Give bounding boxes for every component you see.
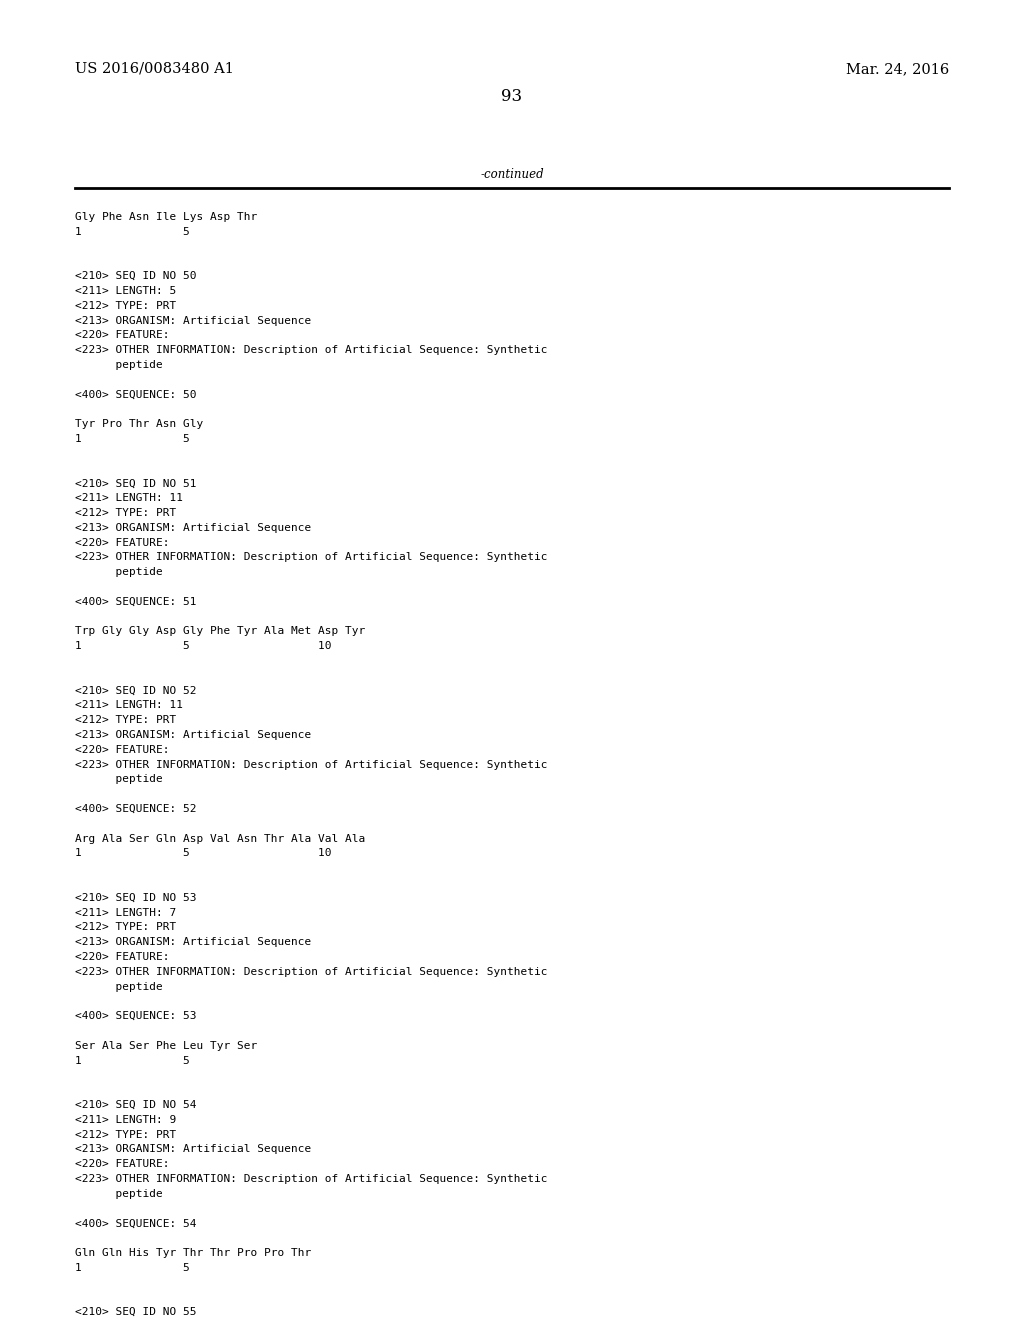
Text: <223> OTHER INFORMATION: Description of Artificial Sequence: Synthetic: <223> OTHER INFORMATION: Description of … (75, 966, 548, 977)
Text: 1               5: 1 5 (75, 1263, 189, 1272)
Text: <212> TYPE: PRT: <212> TYPE: PRT (75, 301, 176, 310)
Text: <211> LENGTH: 11: <211> LENGTH: 11 (75, 494, 183, 503)
Text: <210> SEQ ID NO 55: <210> SEQ ID NO 55 (75, 1307, 197, 1317)
Text: peptide: peptide (75, 982, 163, 991)
Text: 1               5: 1 5 (75, 227, 189, 236)
Text: Trp Gly Gly Asp Gly Phe Tyr Ala Met Asp Tyr: Trp Gly Gly Asp Gly Phe Tyr Ala Met Asp … (75, 627, 366, 636)
Text: <220> FEATURE:: <220> FEATURE: (75, 952, 170, 962)
Text: peptide: peptide (75, 360, 163, 370)
Text: <210> SEQ ID NO 54: <210> SEQ ID NO 54 (75, 1100, 197, 1110)
Text: -continued: -continued (480, 168, 544, 181)
Text: Mar. 24, 2016: Mar. 24, 2016 (846, 62, 949, 77)
Text: <213> ORGANISM: Artificial Sequence: <213> ORGANISM: Artificial Sequence (75, 937, 311, 948)
Text: <220> FEATURE:: <220> FEATURE: (75, 744, 170, 755)
Text: peptide: peptide (75, 775, 163, 784)
Text: <211> LENGTH: 9: <211> LENGTH: 9 (75, 1115, 176, 1125)
Text: Tyr Pro Thr Asn Gly: Tyr Pro Thr Asn Gly (75, 420, 203, 429)
Text: <213> ORGANISM: Artificial Sequence: <213> ORGANISM: Artificial Sequence (75, 1144, 311, 1155)
Text: <212> TYPE: PRT: <212> TYPE: PRT (75, 923, 176, 932)
Text: <210> SEQ ID NO 51: <210> SEQ ID NO 51 (75, 478, 197, 488)
Text: <223> OTHER INFORMATION: Description of Artificial Sequence: Synthetic: <223> OTHER INFORMATION: Description of … (75, 759, 548, 770)
Text: <210> SEQ ID NO 52: <210> SEQ ID NO 52 (75, 685, 197, 696)
Text: Gly Phe Asn Ile Lys Asp Thr: Gly Phe Asn Ile Lys Asp Thr (75, 213, 257, 222)
Text: <213> ORGANISM: Artificial Sequence: <213> ORGANISM: Artificial Sequence (75, 730, 311, 741)
Text: <212> TYPE: PRT: <212> TYPE: PRT (75, 715, 176, 725)
Text: <400> SEQUENCE: 50: <400> SEQUENCE: 50 (75, 389, 197, 400)
Text: <400> SEQUENCE: 51: <400> SEQUENCE: 51 (75, 597, 197, 607)
Text: <223> OTHER INFORMATION: Description of Artificial Sequence: Synthetic: <223> OTHER INFORMATION: Description of … (75, 1173, 548, 1184)
Text: peptide: peptide (75, 568, 163, 577)
Text: <211> LENGTH: 7: <211> LENGTH: 7 (75, 908, 176, 917)
Text: peptide: peptide (75, 1189, 163, 1199)
Text: <210> SEQ ID NO 53: <210> SEQ ID NO 53 (75, 892, 197, 903)
Text: <220> FEATURE:: <220> FEATURE: (75, 330, 170, 341)
Text: 1               5                   10: 1 5 10 (75, 849, 332, 858)
Text: 1               5: 1 5 (75, 1056, 189, 1065)
Text: 1               5: 1 5 (75, 434, 189, 444)
Text: <210> SEQ ID NO 50: <210> SEQ ID NO 50 (75, 271, 197, 281)
Text: Ser Ala Ser Phe Leu Tyr Ser: Ser Ala Ser Phe Leu Tyr Ser (75, 1040, 257, 1051)
Text: <400> SEQUENCE: 52: <400> SEQUENCE: 52 (75, 804, 197, 814)
Text: <211> LENGTH: 5: <211> LENGTH: 5 (75, 286, 176, 296)
Text: 1               5                   10: 1 5 10 (75, 642, 332, 651)
Text: US 2016/0083480 A1: US 2016/0083480 A1 (75, 62, 233, 77)
Text: <212> TYPE: PRT: <212> TYPE: PRT (75, 1130, 176, 1139)
Text: <212> TYPE: PRT: <212> TYPE: PRT (75, 508, 176, 517)
Text: <220> FEATURE:: <220> FEATURE: (75, 1159, 170, 1170)
Text: <213> ORGANISM: Artificial Sequence: <213> ORGANISM: Artificial Sequence (75, 523, 311, 533)
Text: <220> FEATURE:: <220> FEATURE: (75, 537, 170, 548)
Text: <400> SEQUENCE: 54: <400> SEQUENCE: 54 (75, 1218, 197, 1229)
Text: <400> SEQUENCE: 53: <400> SEQUENCE: 53 (75, 1011, 197, 1022)
Text: <213> ORGANISM: Artificial Sequence: <213> ORGANISM: Artificial Sequence (75, 315, 311, 326)
Text: 93: 93 (502, 88, 522, 106)
Text: <223> OTHER INFORMATION: Description of Artificial Sequence: Synthetic: <223> OTHER INFORMATION: Description of … (75, 552, 548, 562)
Text: <223> OTHER INFORMATION: Description of Artificial Sequence: Synthetic: <223> OTHER INFORMATION: Description of … (75, 346, 548, 355)
Text: <211> LENGTH: 11: <211> LENGTH: 11 (75, 701, 183, 710)
Text: Gln Gln His Tyr Thr Thr Pro Pro Thr: Gln Gln His Tyr Thr Thr Pro Pro Thr (75, 1247, 311, 1258)
Text: Arg Ala Ser Gln Asp Val Asn Thr Ala Val Ala: Arg Ala Ser Gln Asp Val Asn Thr Ala Val … (75, 834, 366, 843)
